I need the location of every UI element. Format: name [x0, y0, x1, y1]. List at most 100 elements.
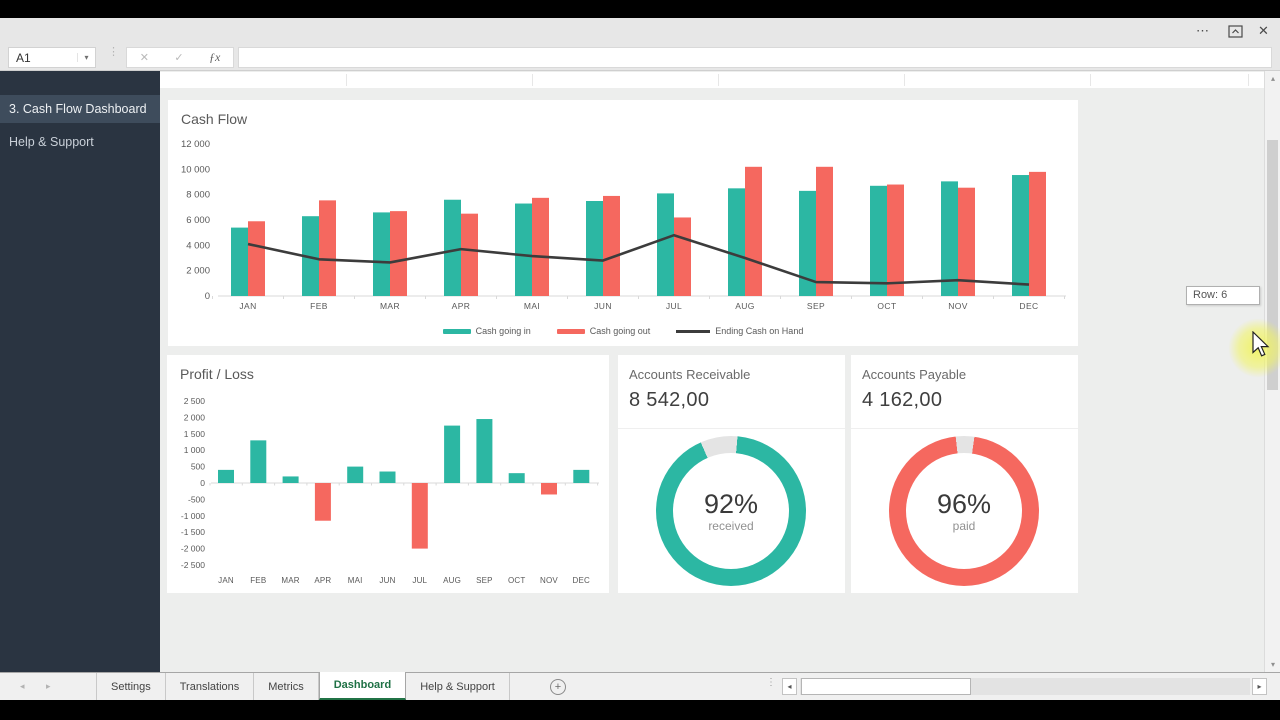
insert-function-icon[interactable]: ƒx: [208, 50, 221, 64]
close-icon[interactable]: ✕: [1258, 23, 1269, 38]
svg-text:OCT: OCT: [877, 301, 896, 311]
legend-item: Ending Cash on Hand: [676, 326, 803, 336]
cash-flow-chart: 0 2 000 4 000 6 000 8 000 10 000 12 000 JAN FEB M…: [181, 139, 1066, 311]
dashboard-content: Cash Flow 0 2 000 4 000 6 000 8 000 10 000 12 …: [160, 71, 1264, 672]
row-scroll-tooltip: Row: 6: [1186, 286, 1260, 305]
main-area: 3. Cash Flow Dashboard Help & Support Cas…: [0, 71, 1280, 672]
donut-center: 96% paid: [906, 453, 1022, 569]
svg-text:8 000: 8 000: [186, 190, 210, 201]
accounts-receivable-title: Accounts Receivable: [629, 367, 751, 382]
tab-translations[interactable]: Translations: [166, 673, 255, 700]
confirm-entry-icon[interactable]: ✓: [174, 52, 184, 64]
svg-text:-1 500: -1 500: [181, 527, 205, 537]
ribbon-strip: ⋯ ✕: [0, 18, 1280, 44]
svg-text:MAR: MAR: [281, 576, 299, 585]
svg-text:JUL: JUL: [666, 301, 682, 311]
profit-loss-title: Profit / Loss: [180, 366, 254, 382]
svg-text:JUL: JUL: [412, 576, 427, 585]
legend-label: Ending Cash on Hand: [715, 326, 804, 336]
svg-text:500: 500: [191, 462, 205, 472]
add-sheet-button[interactable]: +: [550, 679, 566, 695]
svg-text:MAI: MAI: [348, 576, 363, 585]
accounts-receivable-card: Accounts Receivable 8 542,00 92% receive…: [618, 355, 845, 593]
accounts-payable-percent: 96%: [936, 489, 992, 519]
name-box[interactable]: A1 ▾: [8, 47, 96, 68]
mouse-cursor-icon: [1252, 331, 1270, 357]
column-divider: [1248, 74, 1249, 86]
hscroll-grip-icon[interactable]: ⋮: [766, 677, 776, 688]
svg-text:NOV: NOV: [948, 301, 968, 311]
dashboard-sidebar: 3. Cash Flow Dashboard Help & Support: [0, 71, 160, 672]
column-header-strip: [160, 72, 1264, 88]
accounts-payable-value: 4 162,00: [862, 389, 943, 411]
hscroll-right-icon[interactable]: ▸: [1252, 678, 1267, 695]
profit-loss-chart: 2 500 2 000 1 500 1 000 500 0 -500 -1 000 -1 500…: [181, 396, 599, 585]
horizontal-scrollbar[interactable]: [800, 678, 1250, 695]
accounts-receivable-value: 8 542,00: [629, 389, 710, 411]
svg-text:10 000: 10 000: [181, 164, 210, 175]
hscroll-left-icon[interactable]: ◂: [782, 678, 797, 695]
svg-text:-2 500: -2 500: [181, 560, 205, 570]
formula-input[interactable]: [238, 47, 1272, 68]
cash-flow-card: Cash Flow 0 2 000 4 000 6 000 8 000 10 000 12 …: [168, 100, 1078, 346]
donut-center: 92% received: [673, 453, 789, 569]
title-bar: [0, 0, 1280, 18]
svg-text:JUN: JUN: [594, 301, 612, 311]
column-divider: [532, 74, 533, 86]
name-box-value: A1: [16, 50, 31, 65]
svg-text:FEB: FEB: [310, 301, 328, 311]
svg-text:-2 000: -2 000: [181, 544, 205, 554]
legend-swatch: [556, 328, 585, 334]
svg-text:SEP: SEP: [807, 301, 825, 311]
svg-text:SEP: SEP: [476, 576, 493, 585]
svg-text:NOV: NOV: [540, 576, 558, 585]
horizontal-scrollbar-thumb[interactable]: [801, 678, 971, 695]
scroll-down-icon[interactable]: ▾: [1270, 660, 1275, 669]
scroll-up-icon[interactable]: ▴: [1270, 74, 1275, 83]
svg-text:2 000: 2 000: [186, 266, 210, 277]
sheet-tab-strip: ◂ ▸ Settings Translations Metrics Dashboard…: [0, 672, 1280, 700]
svg-text:FEB: FEB: [250, 576, 266, 585]
accounts-payable-sublabel: paid: [952, 519, 976, 533]
sidebar-item--cash-flow-dashboard[interactable]: 3. Cash Flow Dashboard: [0, 95, 160, 123]
svg-text:JAN: JAN: [218, 576, 234, 585]
cash-flow-legend: Cash going in Cash going out Ending Cash o…: [168, 326, 1078, 336]
svg-text:2 000: 2 000: [184, 412, 206, 422]
column-divider: [346, 74, 347, 86]
svg-text:1 000: 1 000: [184, 445, 206, 455]
sheet-nav-left-icon[interactable]: ◂: [20, 681, 25, 691]
svg-text:0: 0: [200, 478, 205, 488]
svg-text:-500: -500: [188, 494, 205, 504]
svg-text:DEC: DEC: [573, 576, 591, 585]
tab-settings[interactable]: Settings: [96, 673, 166, 700]
ribbon-display-options-icon[interactable]: [1228, 18, 1243, 44]
legend-item: Cash going out: [556, 326, 650, 336]
svg-text:AUG: AUG: [735, 301, 755, 311]
cash-flow-title: Cash Flow: [181, 111, 248, 127]
svg-text:2 500: 2 500: [184, 396, 206, 406]
tab-metrics[interactable]: Metrics: [254, 673, 319, 700]
formula-buttons: ✕ ✓ ƒx: [126, 47, 234, 68]
column-divider: [1090, 74, 1091, 86]
svg-text:12 000: 12 000: [181, 139, 210, 150]
ribbon-more-icon[interactable]: ⋯: [1196, 23, 1210, 38]
svg-text:APR: APR: [314, 576, 331, 585]
accounts-receivable-sublabel: received: [708, 519, 754, 533]
formula-bar: A1 ▾ ⋮ ✕ ✓ ƒx: [0, 44, 1280, 71]
accounts-payable-donut: 96% paid: [889, 436, 1039, 586]
sheet-tabs: Settings Translations Metrics Dashboard Help…: [96, 672, 510, 700]
card-divider: [618, 428, 845, 429]
sheet-nav-right-icon[interactable]: ▸: [46, 681, 51, 691]
column-divider: [904, 74, 905, 86]
vertical-scrollbar-thumb[interactable]: [1267, 140, 1278, 390]
name-box-dropdown-icon[interactable]: ▾: [77, 53, 95, 62]
accounts-receivable-donut: 92% received: [656, 436, 806, 586]
tab-dashboard[interactable]: Dashboard: [318, 672, 407, 700]
sidebar-item-help-support[interactable]: Help & Support: [9, 135, 94, 149]
profit-loss-card: Profit / Loss 2 500 2 000 1 500 1 000 500 0 -5…: [167, 355, 609, 593]
cancel-entry-icon[interactable]: ✕: [139, 52, 149, 64]
svg-text:OCT: OCT: [508, 576, 526, 585]
svg-text:6 000: 6 000: [186, 215, 210, 226]
tab-help-support[interactable]: Help & Support: [406, 673, 510, 700]
